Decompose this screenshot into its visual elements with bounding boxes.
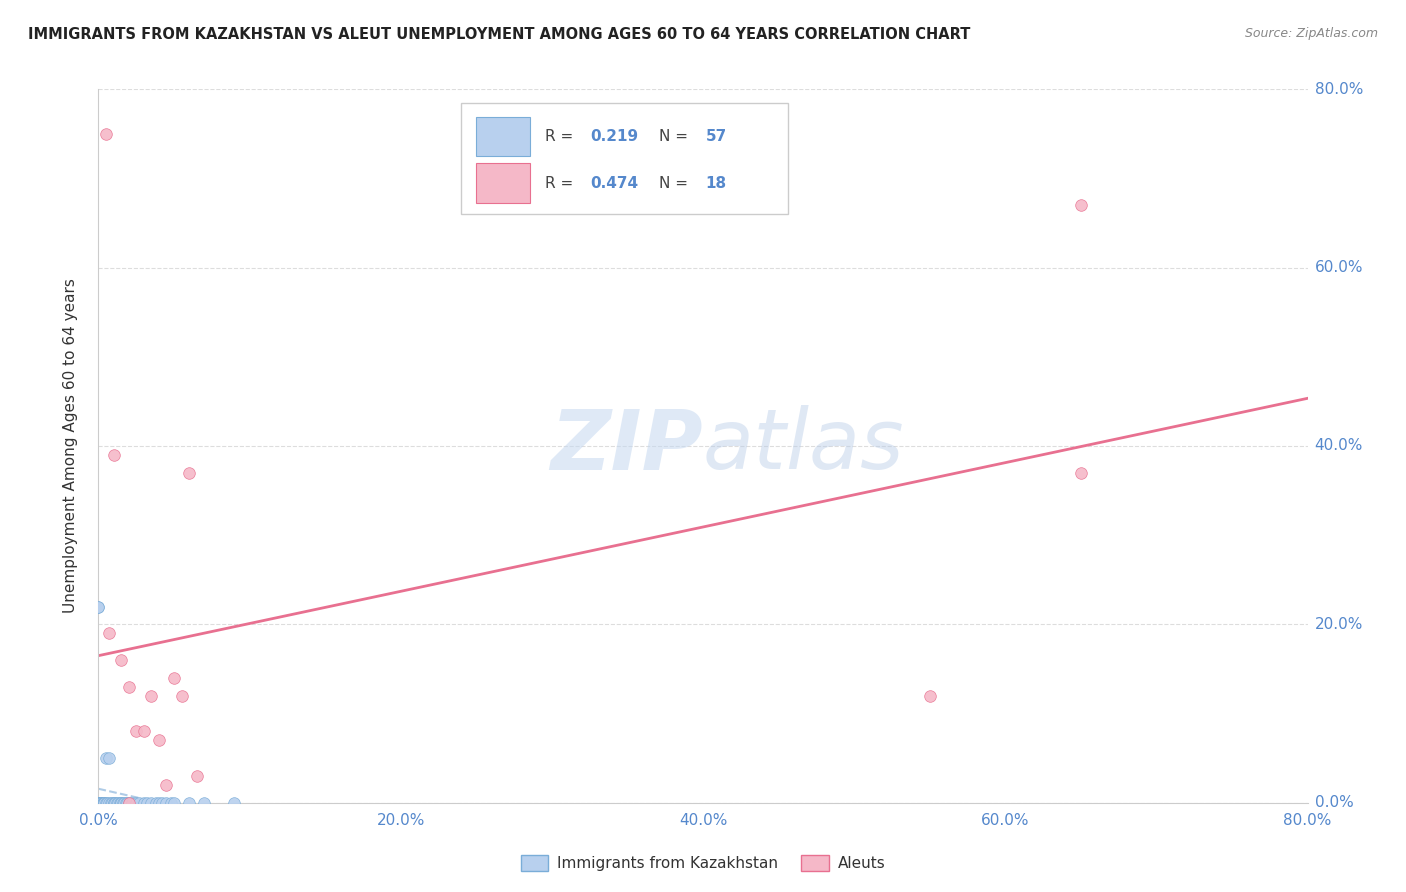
Point: [125, 796, 148, 810]
Point: [90, 796, 112, 810]
Point: [103, 796, 125, 810]
Point: [114, 796, 136, 810]
Point: [145, 796, 167, 810]
Point: [148, 733, 170, 747]
Point: [918, 689, 941, 703]
Point: [121, 796, 143, 810]
Point: [89, 796, 111, 810]
Point: [93, 796, 115, 810]
Point: [148, 796, 170, 810]
Point: [155, 778, 177, 792]
Point: [94, 127, 117, 141]
Point: [94, 796, 117, 810]
Point: [108, 796, 131, 810]
FancyBboxPatch shape: [461, 103, 787, 214]
Point: [186, 769, 208, 783]
Point: [170, 689, 193, 703]
Point: [100, 796, 122, 810]
Point: [91, 796, 114, 810]
Legend: Immigrants from Kazakhstan, Aleuts: Immigrants from Kazakhstan, Aleuts: [515, 849, 891, 877]
Point: [105, 796, 128, 810]
Point: [141, 796, 163, 810]
Text: 18: 18: [706, 176, 727, 191]
Point: [87, 599, 110, 614]
Point: [90, 796, 112, 810]
Text: atlas: atlas: [703, 406, 904, 486]
Point: [177, 466, 201, 480]
Text: 0.0%: 0.0%: [1315, 796, 1354, 810]
Text: 60.0%: 60.0%: [1315, 260, 1362, 275]
Point: [98, 796, 121, 810]
Point: [111, 796, 134, 810]
Point: [90, 796, 112, 810]
Point: [1070, 198, 1092, 212]
FancyBboxPatch shape: [475, 163, 530, 202]
Text: ZIP: ZIP: [550, 406, 703, 486]
Point: [177, 796, 201, 810]
Point: [90, 796, 112, 810]
Point: [103, 448, 125, 462]
FancyBboxPatch shape: [475, 117, 530, 156]
Point: [118, 796, 141, 810]
Text: 0.219: 0.219: [591, 129, 638, 145]
Point: [118, 680, 141, 694]
Point: [91, 796, 114, 810]
Text: N =: N =: [659, 129, 693, 145]
Text: N =: N =: [659, 176, 693, 191]
Point: [132, 724, 155, 739]
Point: [135, 796, 157, 810]
Text: 0.474: 0.474: [591, 176, 638, 191]
Point: [163, 796, 186, 810]
Text: IMMIGRANTS FROM KAZAKHSTAN VS ALEUT UNEMPLOYMENT AMONG AGES 60 TO 64 YEARS CORRE: IMMIGRANTS FROM KAZAKHSTAN VS ALEUT UNEM…: [28, 27, 970, 42]
Text: 80.0%: 80.0%: [1315, 82, 1362, 96]
Point: [224, 796, 246, 810]
Point: [90, 796, 112, 810]
Point: [98, 751, 121, 765]
Point: [141, 689, 163, 703]
Point: [96, 796, 118, 810]
Point: [91, 796, 114, 810]
Point: [118, 796, 141, 810]
Point: [110, 653, 132, 667]
Point: [115, 796, 138, 810]
Point: [93, 796, 115, 810]
Text: Source: ZipAtlas.com: Source: ZipAtlas.com: [1244, 27, 1378, 40]
Point: [112, 796, 135, 810]
Point: [87, 796, 110, 810]
Text: R =: R =: [544, 176, 578, 191]
Point: [98, 626, 121, 640]
Y-axis label: Unemployment Among Ages 60 to 64 years: Unemployment Among Ages 60 to 64 years: [63, 278, 77, 614]
Point: [125, 724, 148, 739]
Point: [89, 796, 111, 810]
Text: 40.0%: 40.0%: [1315, 439, 1362, 453]
Point: [193, 796, 215, 810]
Point: [150, 796, 173, 810]
Point: [90, 796, 112, 810]
Point: [101, 796, 124, 810]
Text: R =: R =: [544, 129, 578, 145]
Point: [93, 796, 115, 810]
Point: [163, 671, 186, 685]
Point: [110, 796, 132, 810]
Point: [103, 796, 125, 810]
Text: 57: 57: [706, 129, 727, 145]
Point: [104, 796, 127, 810]
Point: [107, 796, 129, 810]
Point: [132, 796, 155, 810]
Point: [87, 796, 110, 810]
Point: [155, 796, 177, 810]
Point: [87, 599, 110, 614]
Point: [1070, 466, 1092, 480]
Point: [160, 796, 183, 810]
Point: [89, 796, 111, 810]
Point: [89, 796, 111, 810]
Text: 20.0%: 20.0%: [1315, 617, 1362, 632]
Point: [128, 796, 150, 810]
Point: [94, 751, 117, 765]
Point: [89, 796, 111, 810]
Point: [89, 796, 111, 810]
Point: [110, 796, 132, 810]
